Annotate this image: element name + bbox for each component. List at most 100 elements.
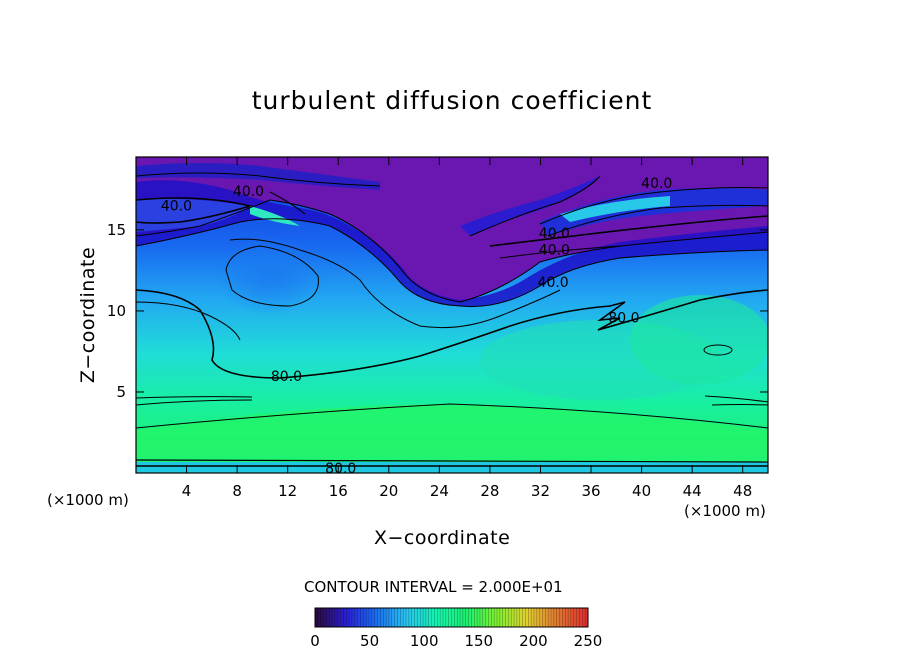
- colorbar-cell: [317, 608, 321, 627]
- colorbar: [314, 607, 589, 628]
- colorbar-cell: [340, 608, 344, 627]
- colorbar-cell: [468, 608, 472, 627]
- colorbar-cell: [451, 608, 455, 627]
- contour-label: 80.0: [325, 461, 356, 477]
- colorbar-cell: [354, 608, 358, 627]
- colorbar-cell: [442, 608, 447, 627]
- colorbar-cell: [465, 608, 469, 627]
- y-tick-label: 5: [116, 383, 126, 401]
- colorbar-cell: [542, 608, 546, 627]
- colorbar-cell: [431, 608, 435, 627]
- colorbar-cell: [357, 608, 361, 627]
- contour-label: 80.0: [271, 369, 302, 385]
- colorbar-cell: [531, 608, 535, 627]
- x-tick-label: 16: [329, 482, 348, 500]
- colorbar-cell: [383, 608, 387, 627]
- colorbar-cell: [366, 608, 370, 627]
- colorbar-tick-label: 100: [410, 632, 439, 650]
- colorbar-cell: [397, 608, 401, 627]
- colorbar-cell: [514, 608, 518, 627]
- colorbar-cell: [491, 608, 495, 627]
- colorbar-cell: [528, 608, 532, 627]
- colorbar-cell: [315, 608, 319, 627]
- colorbar-cell: [448, 608, 452, 627]
- colorbar-cell: [565, 608, 569, 627]
- colorbar-cell: [570, 608, 575, 627]
- colorbar-cell: [334, 608, 339, 627]
- colorbar-cell: [440, 608, 444, 627]
- x-tick-label: 32: [531, 482, 550, 500]
- colorbar-cell: [477, 608, 481, 627]
- x-axis-label: X−coordinate: [374, 527, 511, 549]
- colorbar-cell: [337, 608, 341, 627]
- x-tick-label: 4: [182, 482, 192, 500]
- colorbar-cell: [488, 608, 492, 627]
- colorbar-cell: [403, 608, 407, 627]
- colorbar-cell: [499, 608, 503, 627]
- colorbar-cell: [536, 608, 540, 627]
- colorbar-cell: [568, 608, 572, 627]
- colorbar-cell: [437, 608, 441, 627]
- x-tick-label: 20: [379, 482, 398, 500]
- colorbar-cell: [374, 608, 378, 627]
- colorbar-cell: [494, 608, 498, 627]
- colorbar-cell: [462, 608, 467, 627]
- contour-label: 40.0: [539, 226, 570, 242]
- colorbar-tick-label: 250: [574, 632, 603, 650]
- colorbar-cell: [576, 608, 580, 627]
- colorbar-cell: [428, 608, 432, 627]
- colorbar-cell: [579, 608, 583, 627]
- colorbar-cell: [351, 608, 356, 627]
- y-axis: 5 10 15: [107, 221, 768, 401]
- colorbar-cell: [460, 608, 464, 627]
- colorbar-cell: [525, 608, 529, 627]
- contour-label: 40.0: [161, 199, 192, 215]
- colorbar-tick-label: 50: [360, 632, 379, 650]
- x-unit-label-right: (×1000 m): [684, 502, 766, 520]
- colorbar-cell: [445, 608, 449, 627]
- colorbar-cell: [343, 608, 347, 627]
- colorbar-cell: [411, 608, 415, 627]
- colorbar-cell: [423, 608, 427, 627]
- y-tick-label: 15: [107, 221, 126, 239]
- colorbar-cell: [380, 608, 384, 627]
- colorbar-cell: [388, 608, 393, 627]
- colorbar-cell: [369, 608, 373, 627]
- x-tick-label: 24: [430, 482, 449, 500]
- colorbar-cell: [346, 608, 350, 627]
- colorbar-cell: [377, 608, 381, 627]
- colorbar-cell: [386, 608, 390, 627]
- colorbar-cell: [519, 608, 523, 627]
- colorbar-cell: [522, 608, 526, 627]
- x-tick-label: 48: [733, 482, 752, 500]
- colorbar-cell: [360, 608, 364, 627]
- colorbar-cell: [485, 608, 489, 627]
- colorbar-cell: [539, 608, 543, 627]
- contour-label: 40.0: [233, 184, 264, 200]
- contour-label: 80.0: [608, 310, 639, 326]
- colorbar-cell: [511, 608, 515, 627]
- colorbar-frame: [314, 607, 589, 628]
- colorbar-cell: [545, 608, 549, 627]
- colorbar-cell: [391, 608, 395, 627]
- colorbar-cell: [497, 608, 501, 627]
- colorbar-cell: [548, 608, 552, 627]
- x-tick-label: 40: [632, 482, 651, 500]
- contour-interval-text: CONTOUR INTERVAL = 2.000E+01: [304, 578, 563, 596]
- colorbar-cell: [479, 608, 484, 627]
- colorbar-cell: [559, 608, 563, 627]
- x-tick-label: 36: [581, 482, 600, 500]
- x-tick-label: 12: [278, 482, 297, 500]
- colorbar-cell: [585, 608, 589, 627]
- x-tick-label: 44: [683, 482, 702, 500]
- colorbar-cell: [457, 608, 461, 627]
- x-tick-label: 8: [232, 482, 242, 500]
- colorbar-cell: [573, 608, 577, 627]
- contour-label: 40.0: [539, 242, 570, 258]
- colorbar-cell: [471, 608, 475, 627]
- colorbar-cell: [434, 608, 438, 627]
- plot-frame: [135, 156, 769, 474]
- colorbar-cell: [553, 608, 558, 627]
- colorbar-tick-label: 200: [519, 632, 548, 650]
- colorbar-cell: [551, 608, 555, 627]
